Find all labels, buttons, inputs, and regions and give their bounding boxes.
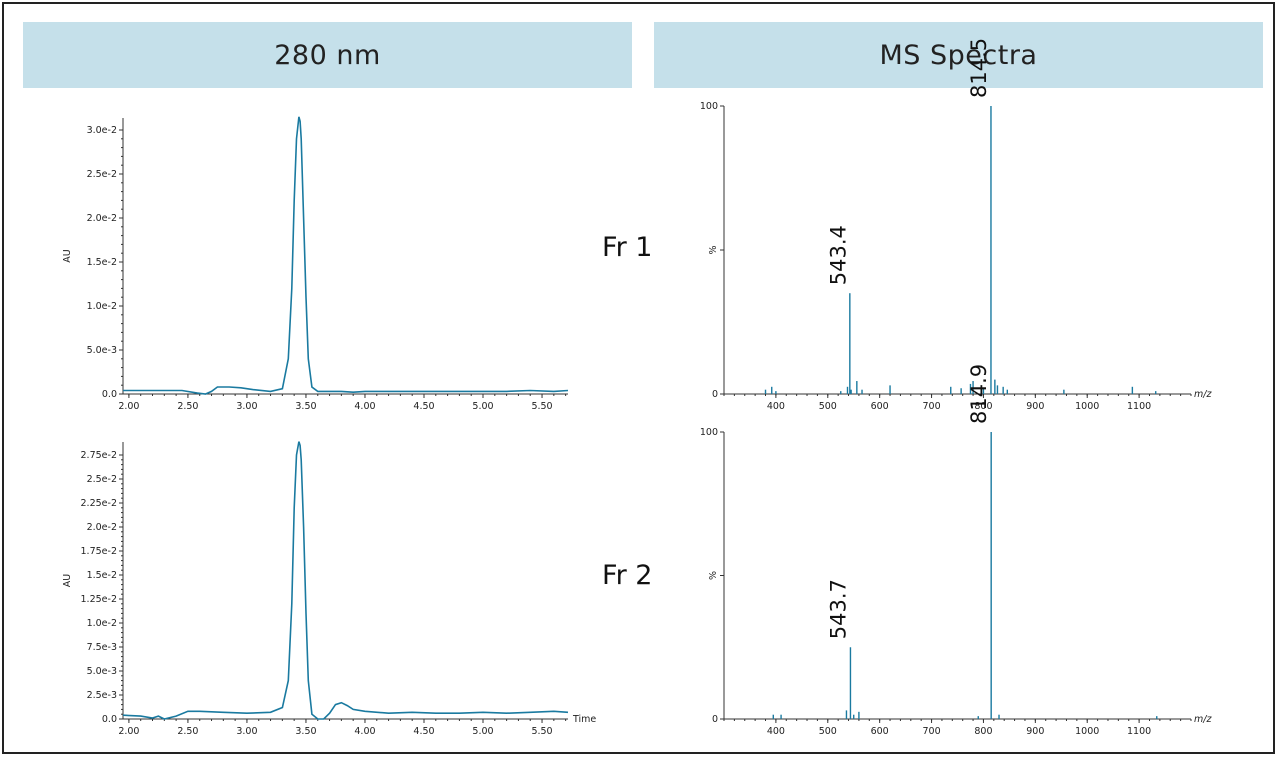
x-tick-label: 900 [1026,726,1044,737]
y-tick-label: 1.0e-2 [87,301,117,312]
x-tick-label: 2.50 [177,401,198,412]
x-axis-title: m/z [1194,389,1212,400]
fraction-label-1: Fr 1 [602,232,653,263]
x-tick-label: 500 [819,726,837,737]
y-tick-label: 5.0e-3 [87,666,117,677]
y-tick-label: 5.0e-3 [87,345,117,356]
x-tick-label: 2.00 [118,401,139,412]
y-tick-label: 2.25e-2 [81,498,117,509]
x-tick-label: 1000 [1075,401,1099,412]
x-tick-label: 5.00 [472,401,493,412]
peak-annotation: 814.9 [967,364,991,424]
y-tick-label: 0.0 [102,389,117,400]
y-axis-title: AU [62,249,73,262]
y-axis-title: AU [62,574,73,587]
x-tick-label: 1100 [1127,726,1151,737]
x-tick-label: 400 [767,401,785,412]
x-tick-label: 800 [974,726,992,737]
x-tick-label: 900 [1026,401,1044,412]
x-tick-label: 1000 [1075,726,1099,737]
x-tick-label: 3.00 [236,401,257,412]
x-tick-label: 700 [922,726,940,737]
x-tick-label: 500 [819,401,837,412]
y-tick-label: 1.25e-2 [81,594,117,605]
x-tick-label: 2.50 [177,726,198,737]
x-tick-label: 400 [767,726,785,737]
x-tick-label: 5.50 [531,401,552,412]
x-axis-title: m/z [1194,714,1212,725]
x-tick-label: 5.50 [531,726,552,737]
y-tick-label: 2.75e-2 [81,450,117,461]
uv-trace [123,116,569,395]
y-axis-title: % [708,245,719,254]
y-tick-label: 100 [700,101,718,112]
fraction-label-2: Fr 2 [602,560,653,591]
x-tick-label: 2.00 [118,726,139,737]
y-tick-label: 7.5e-3 [87,642,117,653]
uv-trace [122,441,569,720]
y-tick-label: 2.0e-2 [87,213,117,224]
x-tick-label: 3.50 [295,401,316,412]
y-tick-label: 1.0e-2 [87,618,117,629]
peak-annotation: 543.7 [826,579,850,639]
y-tick-label: 1.75e-2 [81,546,117,557]
y-tick-label: 1.5e-2 [87,257,117,268]
x-tick-label: 700 [922,401,940,412]
y-tick-label: 0.0 [102,714,117,725]
x-tick-label: 1100 [1127,401,1151,412]
x-tick-label: 4.50 [413,401,434,412]
y-tick-label: 2.0e-2 [87,522,117,533]
header-280nm: 280 nm [23,22,632,88]
peak-annotation: 814.5 [967,38,991,98]
y-tick-label: 1.5e-2 [87,570,117,581]
y-tick-label: 2.5e-3 [87,690,117,701]
x-tick-label: 4.50 [413,726,434,737]
x-tick-label: 800 [974,401,992,412]
x-axis-title: Time [572,714,596,725]
peak-annotation: 543.4 [826,225,850,285]
x-tick-label: 3.00 [236,726,257,737]
y-tick-label: 100 [700,427,718,438]
x-tick-label: 4.00 [354,401,375,412]
y-tick-label: 0 [712,389,718,400]
y-tick-label: 3.0e-2 [87,125,117,136]
x-tick-label: 4.00 [354,726,375,737]
x-tick-label: 5.00 [472,726,493,737]
x-tick-label: 600 [871,726,889,737]
y-axis-title: % [708,571,719,580]
y-tick-label: 0 [712,714,718,725]
y-tick-label: 2.5e-2 [87,169,117,180]
x-tick-label: 600 [871,401,889,412]
x-tick-label: 3.50 [295,726,316,737]
header-ms-spectra: MS Spectra [654,22,1263,88]
y-tick-label: 2.5e-2 [87,474,117,485]
